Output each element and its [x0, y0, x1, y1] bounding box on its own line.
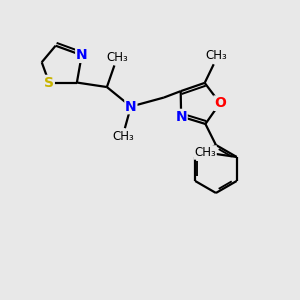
Text: CH₃: CH₃ [112, 130, 134, 143]
Text: N: N [175, 110, 187, 124]
Text: N: N [125, 100, 137, 113]
Text: N: N [76, 48, 88, 62]
Text: O: O [214, 96, 226, 110]
Text: CH₃: CH₃ [194, 146, 216, 159]
Text: CH₃: CH₃ [106, 50, 128, 64]
Text: S: S [44, 76, 54, 89]
Text: CH₃: CH₃ [205, 50, 227, 62]
